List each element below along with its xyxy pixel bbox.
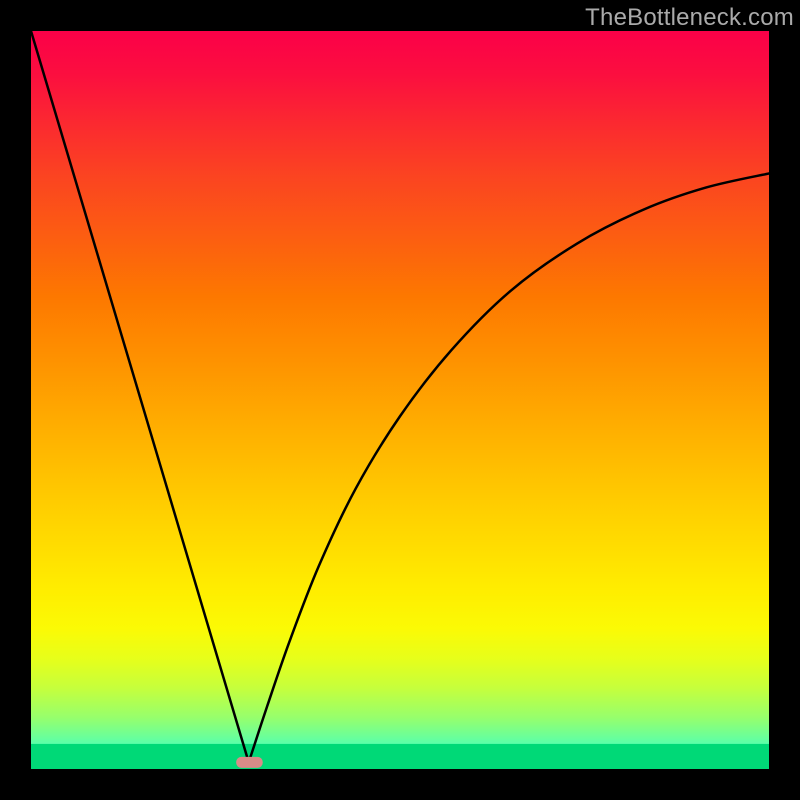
minimum-marker bbox=[236, 757, 263, 768]
chart-container bbox=[31, 31, 769, 769]
watermark-label: TheBottleneck.com bbox=[585, 4, 794, 32]
page-frame: TheBottleneck.com bbox=[0, 0, 800, 800]
chart-bottom-strip bbox=[31, 744, 769, 769]
bottleneck-chart bbox=[31, 31, 769, 769]
